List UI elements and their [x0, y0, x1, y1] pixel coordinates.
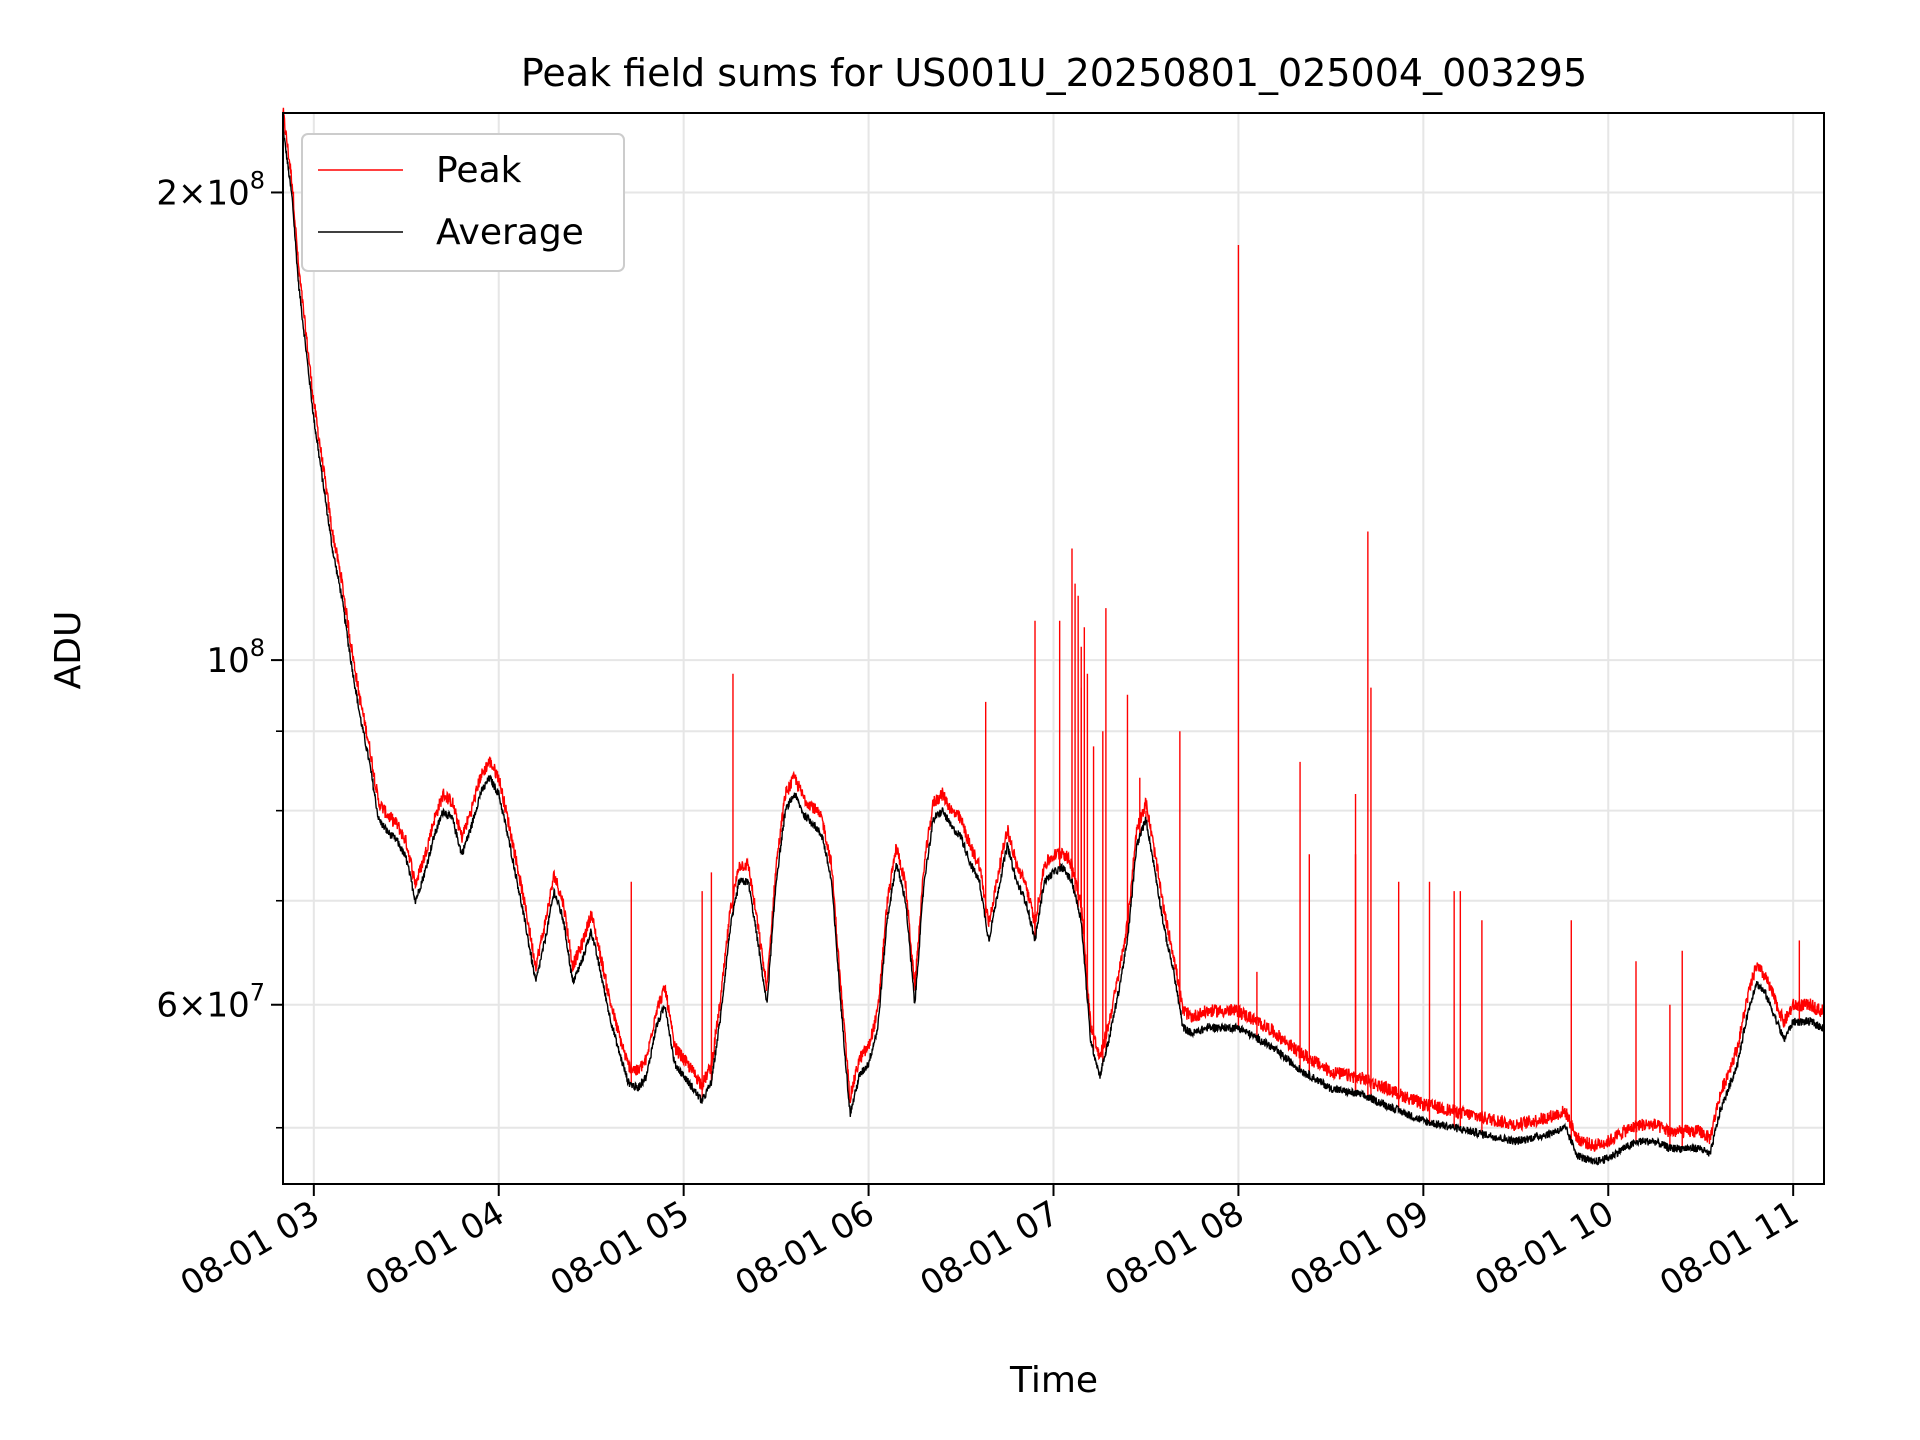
average-series-line: [282, 126, 1825, 1166]
chart-title: Peak field sums for US001U_20250801_0250…: [521, 51, 1587, 95]
y-tick-label-base: 6×10: [156, 986, 249, 1026]
legend-label-average: Average: [436, 212, 584, 253]
y-tick-label: 108: [206, 634, 265, 681]
plot-series: [282, 107, 1825, 1166]
grid-lines: [283, 113, 1824, 1184]
y-tick-label: 2×108: [156, 166, 265, 213]
y-tick-label: 6×107: [156, 979, 265, 1026]
y-tick-label-base: 2×10: [156, 173, 249, 213]
legend-box: [301, 133, 625, 272]
y-axis-label: ADU: [48, 611, 89, 690]
peak-series-line: [282, 107, 1825, 1152]
y-tick-label-exponent: 8: [250, 634, 265, 662]
legend-label-peak: Peak: [436, 150, 522, 191]
legend: Peak Average: [301, 133, 625, 272]
x-axis-label: Time: [1009, 1360, 1098, 1401]
y-tick-label-exponent: 8: [250, 166, 265, 194]
y-tick-label-base: 10: [206, 641, 249, 681]
y-tick-label-exponent: 7: [250, 979, 265, 1007]
